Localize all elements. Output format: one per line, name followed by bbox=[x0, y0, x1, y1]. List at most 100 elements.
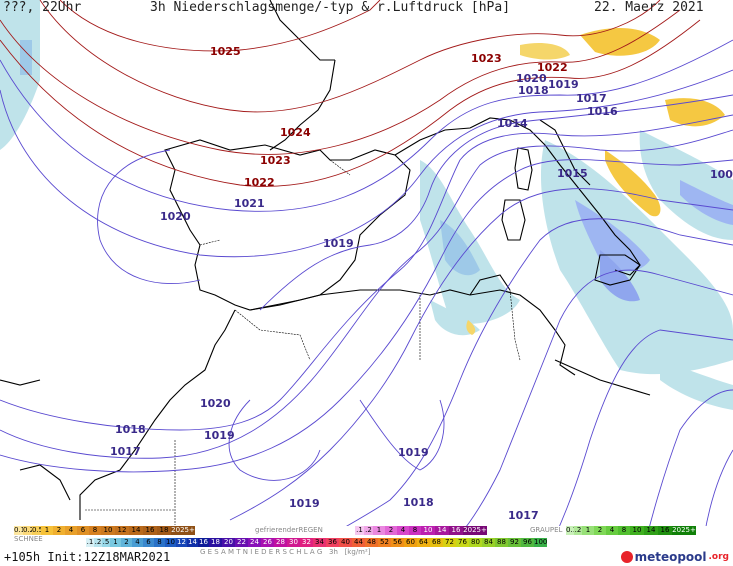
rain-bin: .1 bbox=[86, 538, 94, 547]
snow-bin: 1 bbox=[41, 526, 53, 535]
isobar-label: 1017 bbox=[110, 445, 141, 458]
brand-name: meteopool bbox=[634, 550, 707, 564]
logo-dot-icon bbox=[620, 551, 633, 563]
rain-bin: 80 bbox=[469, 538, 482, 547]
snow-label: SCHNEE bbox=[14, 535, 43, 543]
isobar-label: 1017 bbox=[576, 92, 607, 105]
rain-bin: 26 bbox=[261, 538, 274, 547]
isobar-label: 1015 bbox=[557, 167, 588, 180]
rain-bin: 88 bbox=[495, 538, 508, 547]
freezing-bin: .2 bbox=[364, 526, 373, 535]
isobar-labels: 1025 1024 1023 1022 1021 1020 1019 1018 … bbox=[110, 45, 733, 522]
map-title: 3h Niederschlagsmenge/-typ & r.Luftdruck… bbox=[150, 0, 511, 15]
rain-bin: 24 bbox=[248, 538, 261, 547]
rain-bin: 32 bbox=[300, 538, 313, 547]
freezing-bin: 4 bbox=[397, 526, 409, 535]
rain-bin: 4 bbox=[132, 538, 143, 547]
isobar-label: 1018 bbox=[518, 84, 549, 97]
init-time: +105h Init:12Z18MAR2021 bbox=[4, 550, 171, 564]
isobar-label: 1019 bbox=[204, 429, 235, 442]
rain-bin: 30 bbox=[287, 538, 300, 547]
snow-bin: 0.2 bbox=[23, 526, 35, 535]
rain-bin: 14 bbox=[187, 538, 198, 547]
rain-bin: 100 bbox=[534, 538, 548, 547]
isobar-label: 1019 bbox=[323, 237, 354, 250]
graupel-bin: 1 bbox=[582, 526, 594, 535]
isobar-label: 1024 bbox=[280, 126, 311, 139]
isobar-label: 1019 bbox=[548, 78, 579, 91]
graupel-bin: 16 bbox=[658, 526, 672, 535]
rain-bin: 28 bbox=[274, 538, 287, 547]
brand-tld: .org bbox=[708, 552, 729, 562]
rain-bin: 68 bbox=[430, 538, 443, 547]
snow-bin: 8 bbox=[89, 526, 101, 535]
snow-bin: 12 bbox=[115, 526, 129, 535]
meteopool-logo[interactable]: meteopool .org bbox=[620, 550, 729, 564]
rain-bin: 10 bbox=[165, 538, 176, 547]
isobar-label: 1022 bbox=[244, 176, 275, 189]
legend: 0.1 0.2 0.5 1 2 4 6 8 10 12 14 16 18 202… bbox=[0, 526, 733, 566]
freezing-bin: .1 bbox=[355, 526, 364, 535]
freezing-rain-legend: .1 .2 1 2 4 8 10 14 16 2025+ bbox=[355, 526, 487, 535]
isobar-label: 1020 bbox=[516, 72, 547, 85]
forecast-time-label: ???, 22Uhr bbox=[3, 0, 82, 15]
rain-bin: 6 bbox=[143, 538, 154, 547]
snow-bin: 2 bbox=[53, 526, 65, 535]
rain-bin: 22 bbox=[235, 538, 248, 547]
freezing-bin: 2 bbox=[385, 526, 397, 535]
snow-bin: 4 bbox=[65, 526, 77, 535]
rain-bin: 92 bbox=[508, 538, 521, 547]
graupel-bin: 2025+ bbox=[672, 526, 696, 535]
snow-bin: 0.5 bbox=[32, 526, 44, 535]
precipitation-areas bbox=[0, 0, 733, 410]
isobar-label: 1017 bbox=[508, 509, 539, 522]
graupel-bin: 10 bbox=[630, 526, 644, 535]
freezing-bin: 16 bbox=[449, 526, 463, 535]
rain-bin: .2 bbox=[94, 538, 102, 547]
freezing-bin: 2025+ bbox=[463, 526, 487, 535]
valid-date: 22. Maerz 2021 bbox=[594, 0, 704, 15]
snow-bin: 0.1 bbox=[14, 526, 26, 535]
isobar-label: 1023 bbox=[471, 52, 502, 65]
isobar-label: 1016 bbox=[587, 105, 618, 118]
isobar-label: 1023 bbox=[260, 154, 291, 167]
graupel-bin: 8 bbox=[618, 526, 630, 535]
isobar-label: 1020 bbox=[160, 210, 191, 223]
isobar-label: 1021 bbox=[234, 197, 265, 210]
isobar-label: 1020 bbox=[200, 397, 231, 410]
rain-bin: 56 bbox=[391, 538, 404, 547]
freezing-bin: 1 bbox=[373, 526, 385, 535]
freezing-bin: 14 bbox=[435, 526, 449, 535]
isobar-label: 1018 bbox=[115, 423, 146, 436]
rain-bin: 76 bbox=[456, 538, 469, 547]
snow-bin: 16 bbox=[143, 526, 157, 535]
isobar-label: 1006 bbox=[710, 168, 733, 181]
graupel-bin: 14 bbox=[644, 526, 658, 535]
rain-legend: .1.2.5 1 2 4 6 8 10 12 14 16 18 20 22 24 26 28 30 32 34 36 4… bbox=[86, 538, 547, 547]
rain-bin: 18 bbox=[209, 538, 222, 547]
rain-bin: 60 bbox=[404, 538, 417, 547]
freezing-rain-label: gefrierenderREGEN bbox=[255, 526, 323, 534]
rain-bin: 8 bbox=[154, 538, 165, 547]
rain-bin: .5 bbox=[102, 538, 110, 547]
snow-bin: 18 bbox=[157, 526, 171, 535]
rain-bin: 84 bbox=[482, 538, 495, 547]
country-borders bbox=[85, 159, 521, 525]
coastlines bbox=[0, 0, 651, 520]
isobar-label: 1019 bbox=[289, 497, 320, 510]
rain-bin: 16 bbox=[198, 538, 209, 547]
rain-bin: 44 bbox=[352, 538, 365, 547]
freezing-bin: 10 bbox=[421, 526, 435, 535]
graupel-bin: 4 bbox=[606, 526, 618, 535]
rain-bin: 64 bbox=[417, 538, 430, 547]
isobar-label: 1022 bbox=[537, 61, 568, 74]
rain-bin: 2 bbox=[121, 538, 132, 547]
rain-bin: 40 bbox=[339, 538, 352, 547]
snow-bin: 10 bbox=[101, 526, 115, 535]
isobar-label: 1025 bbox=[210, 45, 241, 58]
rain-bin: 48 bbox=[365, 538, 378, 547]
snow-bin: 2025+ bbox=[171, 526, 195, 535]
snow-bin: 14 bbox=[129, 526, 143, 535]
